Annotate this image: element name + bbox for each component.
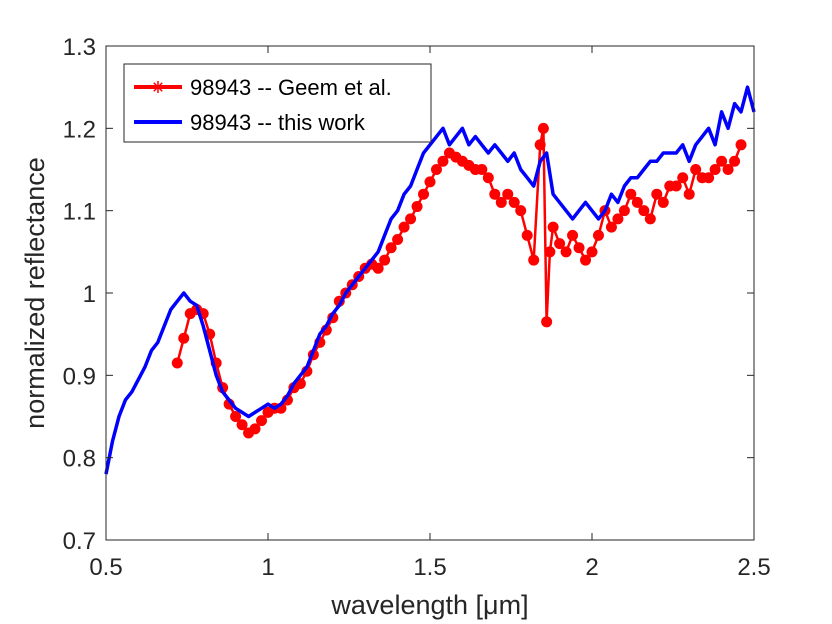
y-tick-label: 1.1 [63,199,96,226]
data-point [683,188,695,200]
data-point [567,229,579,241]
data-point [618,205,630,217]
data-point [605,221,617,233]
data-point [385,242,397,254]
data-point [638,205,650,217]
data-point [709,164,721,175]
data-point [521,229,533,241]
data-point [178,332,190,344]
data-point [677,172,689,184]
data-point [534,139,546,151]
data-point [495,196,507,208]
x-tick-label: 2.5 [737,554,770,581]
data-point [379,254,391,266]
data-point [670,180,682,192]
data-point [437,155,449,167]
y-tick-label: 1 [83,281,96,308]
y-tick-label: 0.7 [63,528,96,555]
data-point [592,229,604,241]
data-point [489,188,501,200]
data-point [230,411,242,422]
y-tick-label: 1.2 [63,116,96,143]
data-point [625,188,637,200]
data-point [418,188,430,200]
legend-label-1: 98943 -- this work [190,110,366,135]
series-layer [104,85,756,475]
data-point [560,246,572,258]
data-point [528,254,540,266]
data-point [508,196,520,208]
data-point [651,188,663,200]
data-point [405,213,417,225]
x-tick-label: 1 [261,554,274,581]
data-point [171,357,183,369]
data-point [586,246,598,258]
x-tick-label: 1.5 [413,554,446,581]
x-tick-label: 0.5 [89,554,122,581]
data-point [544,246,556,258]
y-tick-label: 0.9 [63,363,96,390]
data-point [541,316,553,328]
data-point [476,164,488,175]
data-point [236,419,248,431]
data-point [716,155,728,167]
tick-layer: 0.5 1 1.5 2 2.5 0.7 0.8 0.9 1 1.1 1.2 1.3 [63,34,771,581]
data-point [554,238,566,250]
data-point [392,233,404,245]
data-point [703,172,715,184]
legend-label-0: 98943 -- Geem et al. [190,75,392,100]
x-axis-title: wavelength [μm] [330,590,528,620]
data-point [515,205,527,217]
x-tick-label: 2 [585,554,598,581]
data-point [537,122,549,134]
y-tick-label: 1.3 [63,34,96,61]
data-point [430,164,442,175]
data-point [411,201,423,213]
y-axis-title: normalized reflectance [20,157,50,429]
data-point [398,221,410,233]
series-line-1 [104,85,756,475]
y-tick-label: 0.8 [63,446,96,473]
data-point [631,196,643,208]
data-point [573,242,585,254]
data-point [729,155,741,167]
legend: 98943 -- Geem et al. 98943 -- this work [123,63,432,143]
data-point [547,221,559,233]
data-point [735,139,747,151]
data-point [657,196,669,208]
data-point [690,164,702,175]
data-point [372,262,384,274]
legend-box [123,63,432,143]
data-point [580,254,592,266]
data-point [722,164,734,175]
data-point [256,415,268,427]
data-point [612,213,624,225]
legend-marker-0 [152,81,164,93]
data-point [482,172,494,184]
data-point [644,213,656,225]
legend-asterisk-stroke [153,82,163,92]
data-point [249,423,261,435]
data-point [502,188,514,200]
data-point [424,176,436,188]
